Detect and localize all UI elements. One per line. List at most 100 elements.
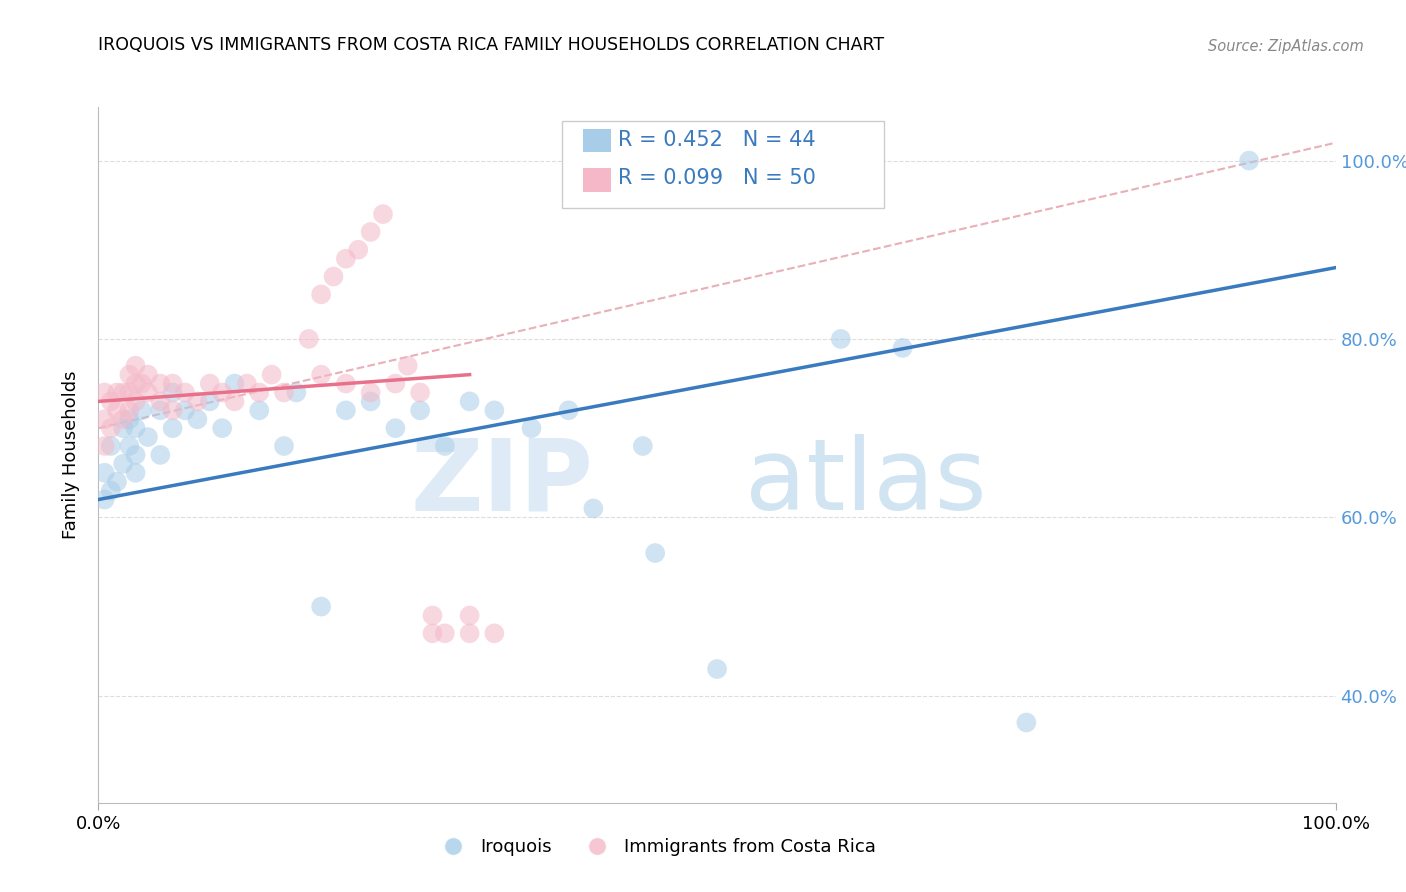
Point [335,403,357,417]
Point [124,448,146,462]
Point [1015,715,1038,730]
Point [360,385,382,400]
Point [273,385,295,400]
Point [174,403,197,417]
Point [433,626,456,640]
Point [347,243,370,257]
Text: ZIP: ZIP [411,434,593,532]
Point [1237,153,1260,168]
Point [433,439,456,453]
Point [422,626,444,640]
Point [644,546,666,560]
Bar [583,128,610,153]
Point [557,403,579,417]
Point [149,403,172,417]
Text: atlas: atlas [745,434,987,532]
Point [371,207,394,221]
Point [260,368,283,382]
Point [124,466,146,480]
Point [100,439,122,453]
Point [136,430,159,444]
Point [247,403,270,417]
Point [309,287,332,301]
Point [458,608,481,623]
Text: R = 0.452   N = 44: R = 0.452 N = 44 [619,130,815,150]
Point [149,448,172,462]
Bar [583,169,610,192]
Point [322,269,344,284]
Point [484,626,506,640]
Point [112,385,135,400]
Point [285,385,308,400]
Point [124,376,146,391]
Point [105,385,128,400]
Point [582,501,605,516]
Point [198,376,221,391]
Point [360,394,382,409]
Point [162,376,184,391]
Point [335,252,357,266]
Point [484,403,506,417]
Text: R = 0.099   N = 50: R = 0.099 N = 50 [619,168,815,187]
Point [520,421,543,435]
FancyBboxPatch shape [562,121,884,208]
Point [93,492,115,507]
Point [124,394,146,409]
Point [131,403,153,417]
Point [131,376,153,391]
Point [706,662,728,676]
Point [105,403,128,417]
Point [211,385,233,400]
Point [360,225,382,239]
Point [124,359,146,373]
Point [105,475,128,489]
Legend: Iroquois, Immigrants from Costa Rica: Iroquois, Immigrants from Costa Rica [427,831,883,863]
Point [118,412,141,426]
Point [236,376,259,391]
Point [93,466,115,480]
Point [396,359,419,373]
Point [174,385,197,400]
Point [631,439,654,453]
Point [384,376,406,391]
Text: IROQUOIS VS IMMIGRANTS FROM COSTA RICA FAMILY HOUSEHOLDS CORRELATION CHART: IROQUOIS VS IMMIGRANTS FROM COSTA RICA F… [98,36,884,54]
Point [149,376,172,391]
Point [224,394,246,409]
Point [93,439,115,453]
Point [100,421,122,435]
Point [309,599,332,614]
Point [118,368,141,382]
Point [112,412,135,426]
Point [162,385,184,400]
Point [458,394,481,409]
Point [100,394,122,409]
Point [112,457,135,471]
Point [118,385,141,400]
Point [309,368,332,382]
Point [298,332,321,346]
Point [93,412,115,426]
Point [136,385,159,400]
Point [112,421,135,435]
Point [149,394,172,409]
Point [409,403,432,417]
Point [186,394,208,409]
Point [136,368,159,382]
Point [224,376,246,391]
Point [273,439,295,453]
Point [422,608,444,623]
Point [384,421,406,435]
Point [335,376,357,391]
Y-axis label: Family Households: Family Households [62,371,80,539]
Point [211,421,233,435]
Point [458,626,481,640]
Point [198,394,221,409]
Point [100,483,122,498]
Point [93,385,115,400]
Point [409,385,432,400]
Point [247,385,270,400]
Point [118,403,141,417]
Point [118,439,141,453]
Point [891,341,914,355]
Point [830,332,852,346]
